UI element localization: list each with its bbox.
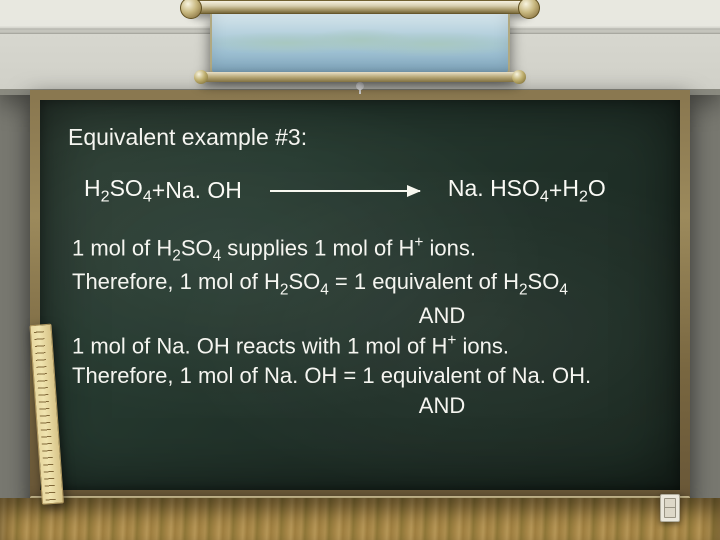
explanation-line-3: 1 mol of Na. OH reacts with 1 mol of H+ … bbox=[72, 331, 652, 361]
chemical-equation: H2SO4 + Na. OH Na. HSO4 + H2O bbox=[84, 175, 652, 207]
reactant-h2so4: H2SO4 bbox=[84, 175, 152, 207]
and-connector-1: AND bbox=[232, 301, 652, 331]
reaction-arrow-icon bbox=[270, 190, 420, 192]
map-pull-cord bbox=[359, 82, 361, 94]
explanation-block: 1 mol of H2SO4 supplies 1 mol of H+ ions… bbox=[72, 233, 652, 421]
pull-down-map bbox=[190, 0, 530, 94]
wood-floor bbox=[0, 498, 720, 540]
wall-outlet bbox=[660, 494, 680, 522]
explanation-line-1: 1 mol of H2SO4 supplies 1 mol of H+ ions… bbox=[72, 233, 652, 268]
slide-title: Equivalent example #3: bbox=[68, 124, 652, 151]
plus-sign: + bbox=[152, 177, 165, 204]
product-h2o: H2O bbox=[562, 175, 605, 207]
and-connector-2: AND bbox=[232, 391, 652, 421]
map-top-rod bbox=[190, 0, 530, 14]
plus-sign: + bbox=[549, 177, 562, 204]
explanation-line-4: Therefore, 1 mol of Na. OH = 1 equivalen… bbox=[72, 361, 652, 391]
chalkboard: Equivalent example #3: H2SO4 + Na. OH Na… bbox=[30, 90, 690, 500]
reactant-naoh: Na. OH bbox=[165, 177, 242, 204]
product-nahso4: Na. HSO4 bbox=[448, 175, 549, 207]
explanation-line-2: Therefore, 1 mol of H2SO4 = 1 equivalent… bbox=[72, 267, 652, 301]
map-bottom-rod bbox=[200, 72, 520, 82]
world-map bbox=[210, 14, 510, 74]
